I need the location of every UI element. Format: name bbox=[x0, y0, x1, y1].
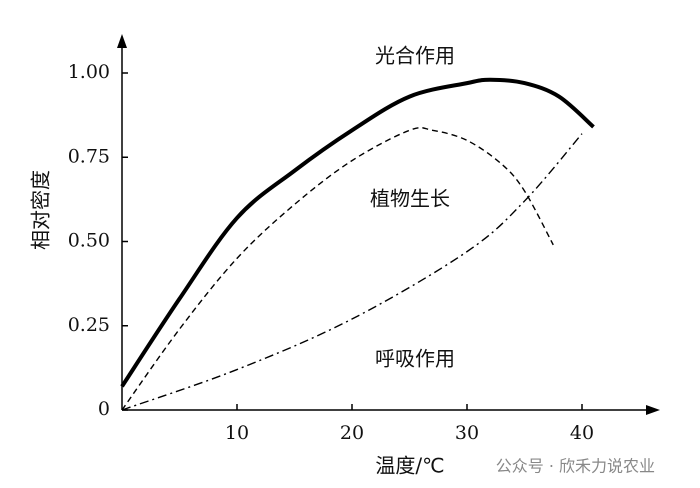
y-axis-label: 相对密度 bbox=[29, 170, 53, 250]
y-tick-label: 0.25 bbox=[68, 314, 110, 336]
x-tick-label: 10 bbox=[225, 422, 249, 444]
series-line bbox=[121, 133, 583, 411]
y-tick-label: 0.75 bbox=[68, 145, 110, 167]
x-tick-label: 30 bbox=[455, 422, 479, 444]
series-line bbox=[121, 126, 554, 411]
x-tick-label: 20 bbox=[340, 422, 364, 444]
x-axis-label: 温度/℃ bbox=[375, 454, 444, 478]
x-tick-label: 40 bbox=[570, 422, 594, 444]
y-axis-arrow bbox=[117, 34, 127, 48]
series-label: 光合作用 bbox=[375, 44, 455, 68]
series-label: 植物生长 bbox=[370, 187, 450, 211]
series-line bbox=[120, 77, 595, 388]
y-tick-label: 0 bbox=[98, 398, 110, 420]
x-axis-arrow bbox=[646, 405, 660, 415]
watermark: 公众号 · 欣禾力说农业 bbox=[496, 457, 655, 476]
y-tick-label: 1.00 bbox=[68, 61, 110, 83]
y-tick-label: 0.50 bbox=[68, 230, 110, 252]
series-label: 呼吸作用 bbox=[375, 347, 455, 371]
